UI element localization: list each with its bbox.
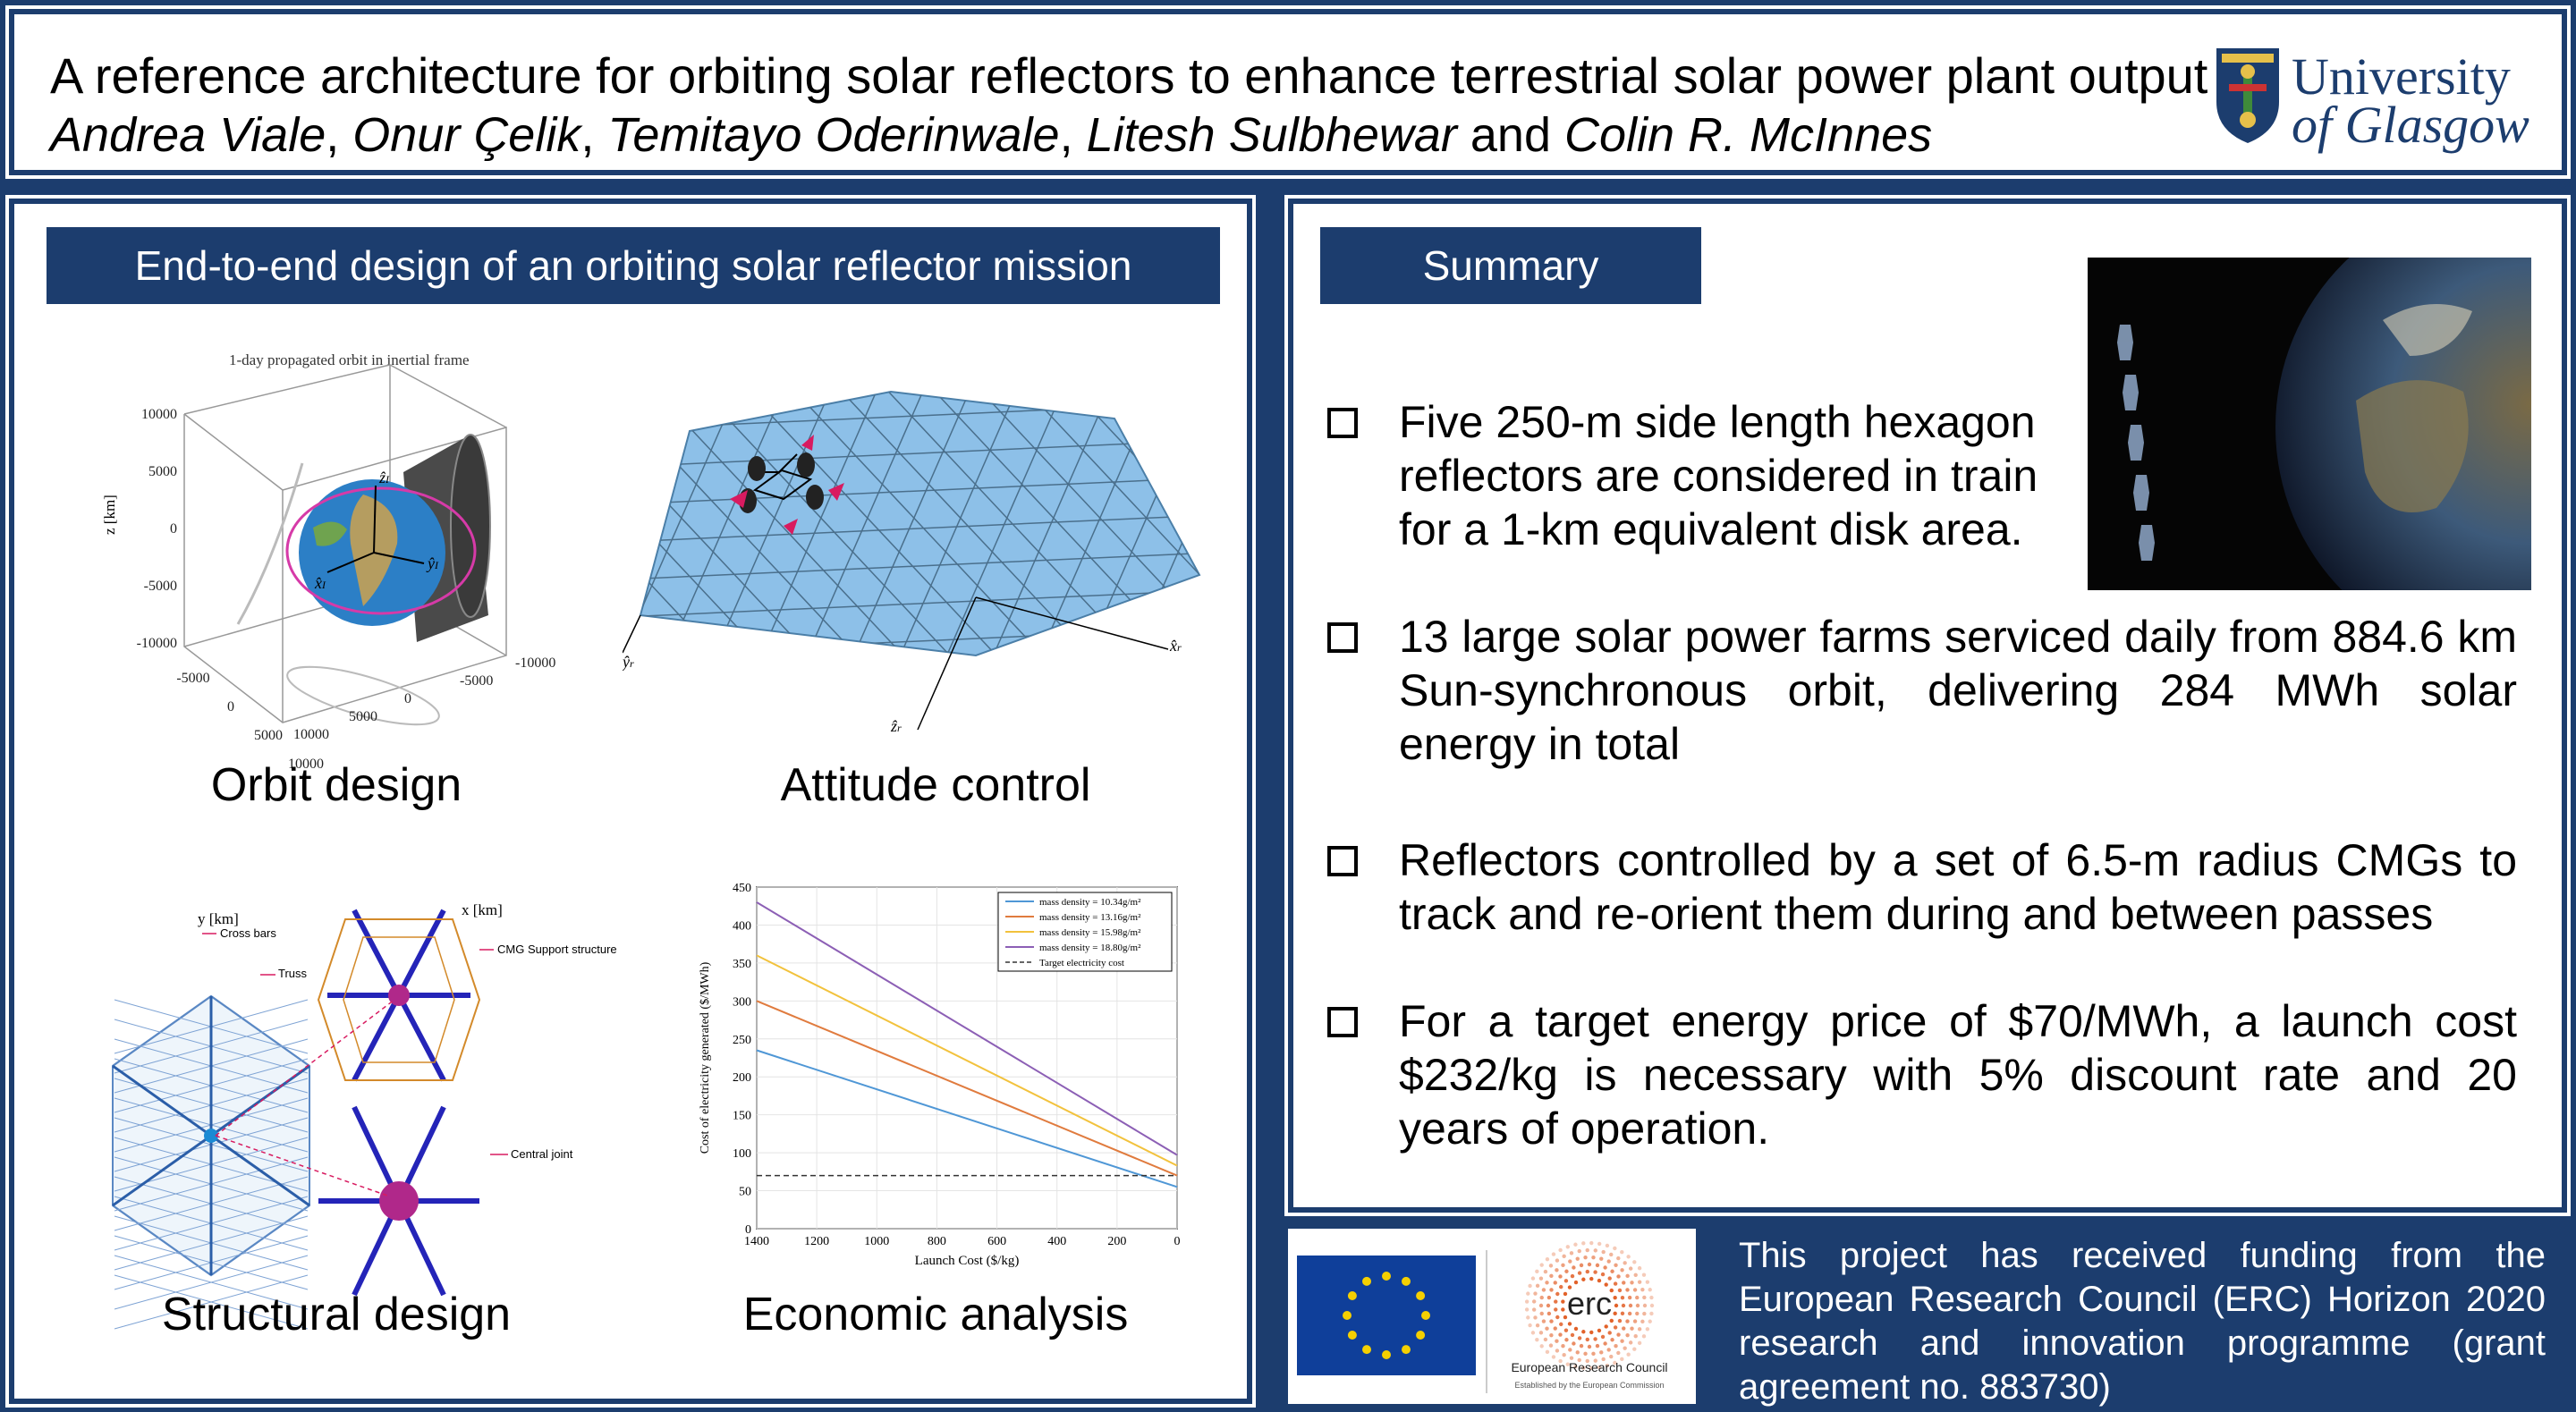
orbit-z-tick: 0: [170, 521, 177, 537]
university-logo: University of Glasgow: [2213, 45, 2529, 154]
reflector-train-image: [2088, 258, 2531, 590]
orbit-x-tick: 0: [404, 691, 411, 706]
chart-x-tick: 1200: [804, 1235, 829, 1248]
orbit-xlabel: x [km]: [462, 901, 503, 918]
funder-logos: erc European Research Council Establishe…: [1288, 1229, 1696, 1404]
summary-section-title: Summary: [1320, 227, 1701, 304]
crest-icon: [2216, 48, 2279, 143]
funding-statement: This project has received funding from t…: [1699, 1229, 2567, 1407]
checkbox-icon: [1327, 846, 1358, 876]
orbit-z-tick: -10000: [137, 636, 177, 651]
orbit-z-tick: 10000: [141, 407, 177, 422]
orbit-z-tick: 5000: [148, 464, 177, 479]
legend-entry: mass density = 15.98g/m²: [1039, 927, 1141, 938]
chart-y-tick: 50: [739, 1186, 751, 1199]
legend-entry: mass density = 10.34g/m²: [1039, 897, 1141, 908]
summary-panel: Summary Five 250-m side length hexagon r…: [1284, 195, 2571, 1216]
author-name: Temitayo Oderinwale: [607, 108, 1060, 162]
svg-text:ŷI: ŷI: [426, 554, 439, 572]
chart-y-tick: 100: [733, 1147, 751, 1161]
author-name: Onur Çelik: [352, 108, 581, 162]
chart-ylabel: Cost of electricity generated ($/MWh): [699, 961, 712, 1154]
structure-figure: Cross bars Truss CMG Support structure C…: [112, 909, 617, 1330]
attitude-figure: ŷr x̂r ẑr: [623, 390, 1201, 735]
chart-x-tick: 1400: [744, 1235, 769, 1248]
orbit-figure: 1-day propagated orbit in inertial frame…: [101, 351, 555, 927]
chart-x-tick: 400: [1047, 1235, 1066, 1248]
design-section-title: End-to-end design of an orbiting solar r…: [47, 227, 1220, 304]
chart-x-tick: 0: [1174, 1235, 1181, 1248]
chart-x-tick: 800: [928, 1235, 946, 1248]
author-separator: and: [1456, 108, 1564, 162]
chart-y-tick: 400: [733, 919, 751, 933]
orbit-ylabel: y [km]: [198, 910, 239, 927]
structure-caption: Structural design: [161, 1289, 512, 1340]
chart-y-tick: 150: [733, 1110, 751, 1123]
orbit-zlabel: z [km]: [101, 495, 118, 535]
orbit-y-tick: 5000: [254, 728, 283, 743]
author-separator: ,: [326, 108, 353, 162]
author-list: Andrea Viale, Onur Çelik, Temitayo Oderi…: [50, 107, 1932, 163]
chart-xlabel: Launch Cost ($/kg): [915, 1254, 1020, 1268]
summary-bullet-4: For a target energy price of $70/MWh, a …: [1327, 994, 2517, 1155]
legend-entry: Target electricity cost: [1039, 958, 1124, 968]
svg-text:x̂r: x̂r: [1169, 637, 1182, 655]
orbit-x-tick: 5000: [349, 709, 377, 724]
series-line-1: [756, 1049, 1178, 1188]
author-name: Colin R. McInnes: [1563, 108, 1933, 162]
author-name: Litesh Sulbhewar: [1086, 108, 1457, 162]
series-line-2: [756, 1000, 1178, 1177]
orbit-y-tick: 10000: [288, 757, 324, 772]
orbit-y-tick: 0: [227, 699, 234, 714]
series-line-3: [756, 954, 1178, 1167]
chart-x-tick: 1000: [864, 1235, 889, 1248]
summary-bullet-1: Five 250-m side length hexagon reflector…: [1327, 395, 2097, 556]
design-panel: End-to-end design of an orbiting solar r…: [5, 195, 1256, 1408]
attitude-caption: Attitude control: [780, 759, 1091, 811]
header-panel: A reference architecture for orbiting so…: [5, 5, 2571, 179]
summary-bullet-3: Reflectors controlled by a set of 6.5-m …: [1327, 833, 2517, 941]
logo-line-glasgow: of Glasgow: [2292, 96, 2529, 154]
chart-y-tick: 450: [733, 882, 751, 895]
orbit-x-tick: -10000: [515, 655, 555, 671]
economic-caption: Economic analysis: [742, 1289, 1129, 1340]
chart-y-tick: 300: [733, 995, 751, 1009]
chart-x-tick: 200: [1107, 1235, 1126, 1248]
legend-entry: mass density = 13.16g/m²: [1039, 912, 1141, 923]
chart-x-tick: 600: [987, 1235, 1006, 1248]
checkbox-icon: [1327, 408, 1358, 438]
orbit-y-tick: -5000: [176, 671, 209, 686]
chart-y-tick: 0: [745, 1223, 751, 1237]
author-separator: ,: [580, 108, 608, 162]
checkbox-icon: [1327, 1007, 1358, 1037]
orbit-plot-title: 1-day propagated orbit in inertial frame: [229, 351, 470, 368]
label-cmg-support: CMG Support structure: [497, 943, 617, 956]
svg-text:ẑr: ẑr: [890, 717, 902, 735]
chart-y-tick: 350: [733, 958, 751, 971]
orbit-caption: Orbit design: [210, 759, 462, 811]
label-cross-bars: Cross bars: [220, 926, 276, 940]
orbit-x-tick: 10000: [293, 727, 329, 742]
author-name: Andrea Viale: [50, 108, 326, 162]
legend-entry: mass density = 18.80g/m²: [1039, 943, 1141, 953]
orbit-z-tick: -5000: [144, 579, 177, 594]
poster-title: A reference architecture for orbiting so…: [50, 47, 2208, 104]
erc-name: European Research Council: [1511, 1360, 1667, 1374]
logo-line-university: University: [2292, 47, 2511, 106]
svg-text:ŷr: ŷr: [623, 653, 634, 671]
orbit-x-tick: -5000: [460, 673, 493, 689]
summary-bullet-2: 13 large solar power farms serviced dail…: [1327, 610, 2517, 771]
label-central-joint: Central joint: [511, 1147, 573, 1161]
economic-chart: 0 50 100 150 200 250 300 350 400 450 1400 1200 1000…: [699, 882, 1181, 1268]
svg-text:x̂I: x̂I: [314, 574, 326, 592]
label-truss: Truss: [278, 967, 308, 980]
erc-subtitle: Established by the European Commission: [1514, 1381, 1664, 1390]
author-separator: ,: [1059, 108, 1087, 162]
series-line-4: [756, 901, 1178, 1156]
chart-y-tick: 200: [733, 1071, 751, 1085]
chart-y-tick: 250: [733, 1034, 751, 1047]
erc-logo-text: erc: [1567, 1285, 1612, 1322]
svg-text:ẑI: ẑI: [378, 469, 390, 486]
checkbox-icon: [1327, 622, 1358, 653]
